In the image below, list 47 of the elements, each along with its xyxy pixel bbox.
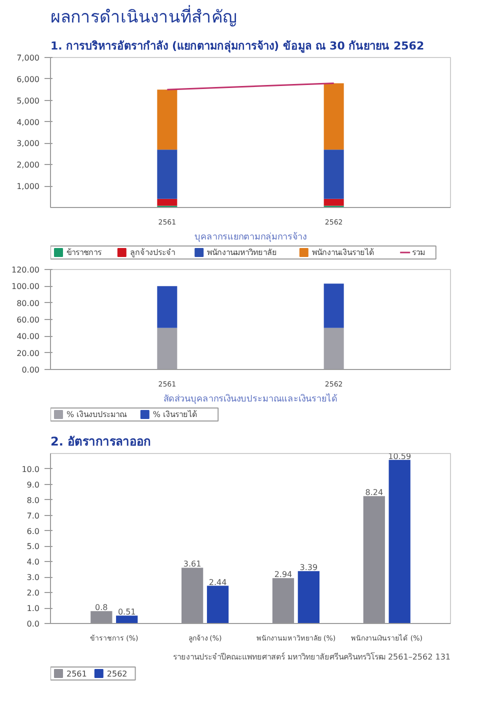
data-label: 8.24 [365,488,384,498]
data-label: 2.94 [274,570,292,580]
y-tick-label: 0.0 [26,620,40,628]
x-axis-title: สัดส่วนบุคลากรเงินงบประมาณและเงินรายได้ [164,394,338,404]
chart-subtitle: 1. การบริหารอัตรากำลัง (แยกตามกลุ่มการจ้าง) ข้อมูล ณ 30 กันยายน 2562 [50,40,424,54]
y-tick-label: 0.00 [22,366,40,374]
y-tick-label: 8.0 [26,496,40,505]
y-tick-label: 5,000 [16,96,40,106]
data-label: 3.39 [300,563,318,572]
legend-label: 2561 [66,670,87,678]
y-tick-label: 6.0 [26,526,40,536]
data-label: 0.51 [118,608,136,617]
legend-label: ลูกจ้างประจำ [130,248,175,258]
x-axis-title: บุคลากรแยกตามกลุ่มการจ้าง [194,232,306,242]
legend-label: รวม [412,248,426,257]
y-tick-label: 1,000 [16,182,40,192]
legend-label: % เงินรายได้ [152,410,198,419]
legend-label: พนักงานเงินรายได้ [312,248,374,257]
y-tick-label: 3.0 [26,573,40,582]
chart-title: ผลการดำเนินงานที่สำคัญ [50,4,236,28]
y-tick-label: 7.0 [26,511,40,520]
legend-label: พนักงานมหาวิทยาลัย [207,248,278,257]
y-tick-label: 4,000 [16,118,40,127]
y-tick-label: 2.0 [26,588,40,598]
y-tick-label: 3,000 [16,139,40,148]
y-tick-label: 120.00 [12,266,40,274]
y-tick-label: 80.00 [16,298,40,308]
legend-label: 2562 [106,670,128,678]
data-label: 2.44 [208,578,227,587]
data-label: 0.8 [95,603,108,612]
y-tick-label: 7,000 [16,54,40,62]
y-tick-label: 20.00 [16,348,40,358]
y-tick-label: 10.0 [22,464,40,474]
y-tick-label: 9.0 [26,480,40,490]
legend-label: ข้าราชการ [66,248,102,257]
data-label: 3.61 [183,560,202,569]
y-tick-label: 2,000 [16,160,40,170]
y-tick-label: 40.00 [16,332,40,342]
y-tick-label: 60.00 [16,316,40,324]
text: รายงานประจำปีคณะแพทยศาสตร์ มหาวิทยาลัยศรีนครินทรวิโรฒ 2561–2562 131 [172,652,451,662]
legend-label: % เงินงบประมาณ [66,410,128,419]
y-tick-label: 6,000 [16,74,40,84]
y-tick-label: 5.0 [26,542,40,552]
y-tick-label: 4.0 [26,558,40,567]
y-tick-label: 1.0 [26,604,40,614]
chart-title: 2. อัตราการลาออก [50,434,151,448]
y-tick-label: 100.00 [12,282,40,292]
